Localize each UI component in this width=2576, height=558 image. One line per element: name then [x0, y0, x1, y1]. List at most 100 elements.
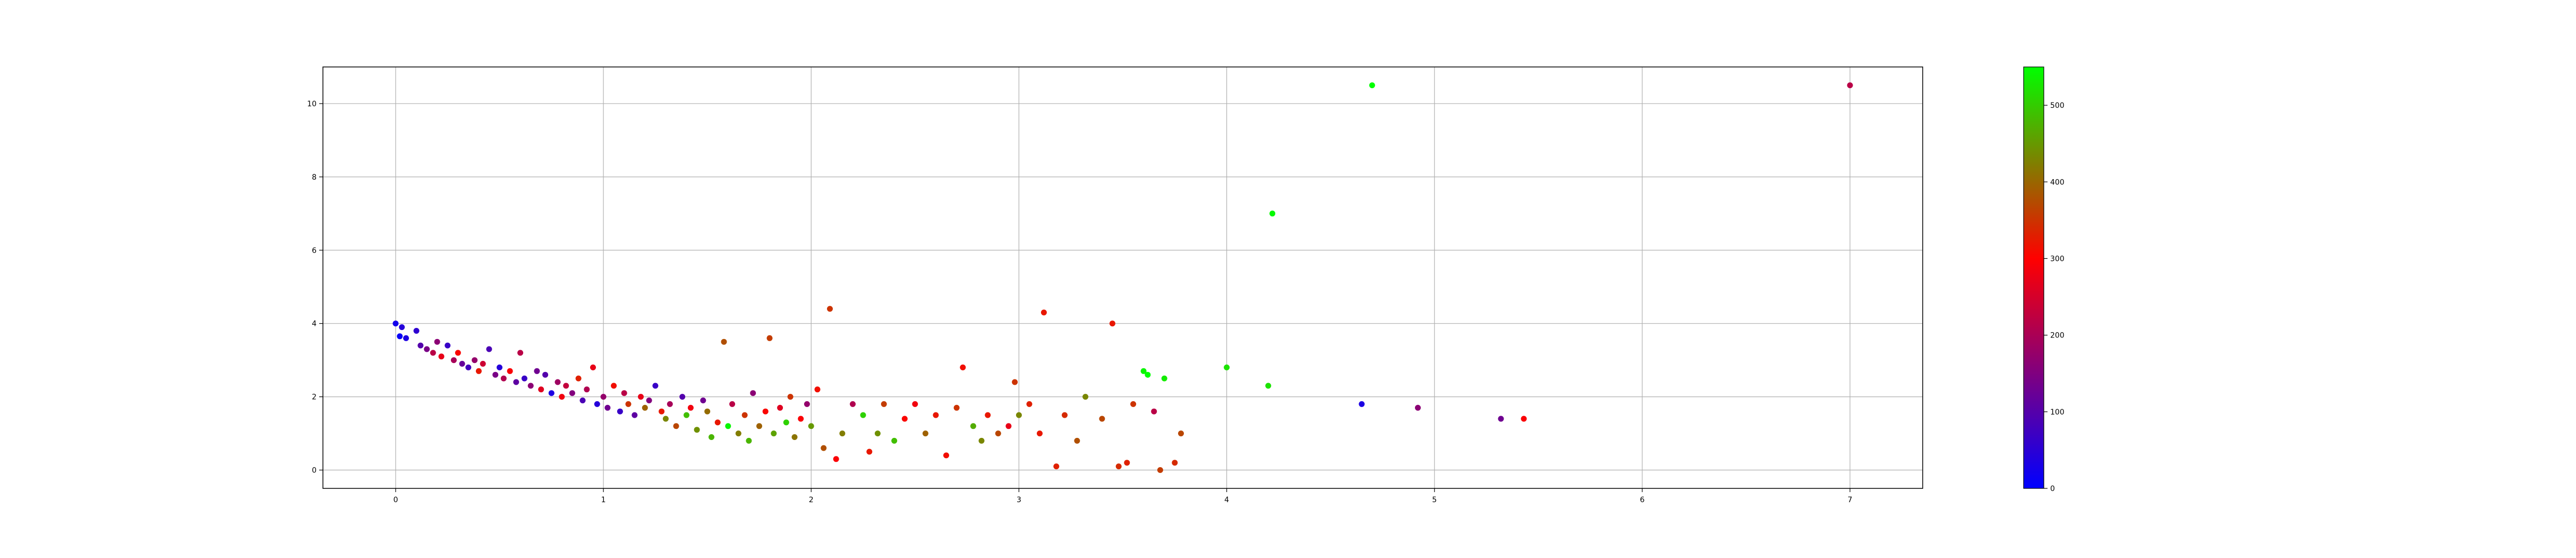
scatter-point	[1115, 463, 1122, 470]
scatter-point	[492, 371, 499, 378]
scatter-point	[1415, 404, 1421, 411]
scatter-point	[594, 401, 600, 407]
scatter-point	[413, 328, 420, 334]
colorbar-tick-label: 100	[2050, 408, 2065, 417]
scatter-point	[1062, 412, 1068, 418]
scatter-point	[850, 401, 856, 407]
scatter-point	[881, 401, 887, 407]
scatter-point	[579, 398, 586, 403]
scatter-point	[393, 320, 399, 327]
scatter-point	[833, 456, 839, 462]
scatter-point	[787, 394, 794, 400]
scatter-point	[860, 412, 866, 418]
scatter-point	[542, 371, 549, 378]
scatter-point	[714, 419, 721, 426]
scatter-point	[475, 368, 482, 374]
scatter-point	[839, 430, 846, 437]
x-tick-label: 0	[393, 496, 398, 504]
scatter-point	[617, 408, 623, 415]
scatter-point	[1369, 82, 1375, 88]
scatter-point	[700, 398, 706, 403]
colorbar-tick-label: 500	[2050, 102, 2065, 110]
scatter-point	[584, 386, 590, 393]
scatter-point	[1161, 375, 1167, 382]
y-tick-label: 10	[307, 100, 317, 108]
scatter-point	[1109, 320, 1115, 327]
scatter-point	[741, 412, 748, 418]
x-tick-label: 6	[1640, 496, 1644, 504]
scatter-point	[555, 379, 561, 385]
scatter-point	[1140, 368, 1147, 374]
y-tick-label: 2	[312, 393, 317, 402]
scatter-point	[667, 401, 673, 407]
scatter-point	[1521, 416, 1527, 422]
scatter-point	[1145, 371, 1151, 378]
scatter-point	[735, 430, 741, 437]
scatter-point	[642, 404, 648, 411]
scatter-point	[430, 350, 436, 356]
scatter-point	[827, 306, 833, 312]
scatter-point	[891, 437, 898, 444]
x-tick-label: 2	[809, 496, 814, 504]
scatter-point	[970, 423, 976, 429]
scatter-point	[978, 437, 985, 444]
colorbar-tick-label: 400	[2050, 178, 2065, 187]
scatter-point	[1099, 416, 1105, 422]
scatter-point	[953, 404, 960, 411]
scatter-point	[646, 398, 652, 403]
scatter-point	[507, 368, 513, 374]
scatter-point	[445, 342, 451, 349]
scatter-point	[465, 364, 472, 370]
scatter-point	[438, 353, 445, 360]
scatter-point	[791, 434, 798, 440]
scatter-point	[1026, 401, 1033, 407]
scatter-point	[1847, 82, 1853, 88]
colorbar-tick-label: 200	[2050, 332, 2065, 340]
scatter-point	[783, 419, 789, 426]
scatter-point	[1074, 437, 1080, 444]
scatter-point	[679, 394, 686, 400]
colorbar-gradient	[2023, 66, 2044, 489]
colorbar-tick-label: 300	[2050, 255, 2065, 263]
scatter-point	[1359, 401, 1365, 407]
scatter-point	[771, 430, 777, 437]
x-tick-label: 7	[1848, 496, 1853, 504]
y-tick-label: 0	[312, 467, 317, 475]
scatter-point	[943, 452, 949, 459]
scatter-point	[694, 427, 700, 433]
scatter-point	[1012, 379, 1018, 385]
scatter-point	[559, 394, 565, 400]
scatter-point	[497, 364, 502, 370]
scatter-point	[403, 335, 409, 341]
x-tick-label: 5	[1432, 496, 1437, 504]
scatter-point	[662, 416, 669, 422]
data-points	[393, 82, 1853, 473]
scatter-point	[1172, 460, 1178, 466]
scatter-point	[611, 383, 617, 389]
scatter-point	[684, 412, 689, 418]
scatter-point	[874, 430, 881, 437]
scatter-point	[709, 434, 714, 440]
grid-lines	[323, 67, 1923, 488]
scatter-point	[750, 390, 756, 396]
colorbar-ticks: 0 100 200 300 400 500	[2044, 102, 2065, 493]
scatter-point	[575, 375, 582, 382]
scatter-point	[1040, 309, 1047, 316]
y-tick-label: 8	[312, 173, 317, 182]
scatter-point	[766, 335, 773, 341]
scatter-point	[804, 401, 810, 407]
scatter-point	[424, 346, 430, 352]
scatter-point	[798, 416, 804, 422]
scatter-point	[1005, 423, 1012, 429]
scatter-point	[1130, 401, 1137, 407]
scatter-point	[1224, 364, 1230, 370]
scatter-point	[814, 386, 821, 393]
colorbar-tick-label: 0	[2050, 485, 2055, 493]
scatter-point	[399, 324, 405, 331]
plot-frame	[322, 66, 1923, 489]
scatter-point	[455, 350, 461, 356]
x-tick-label: 1	[601, 496, 606, 504]
scatter-point	[725, 423, 731, 429]
scatter-point	[995, 430, 1001, 437]
scatter-point	[397, 333, 403, 340]
